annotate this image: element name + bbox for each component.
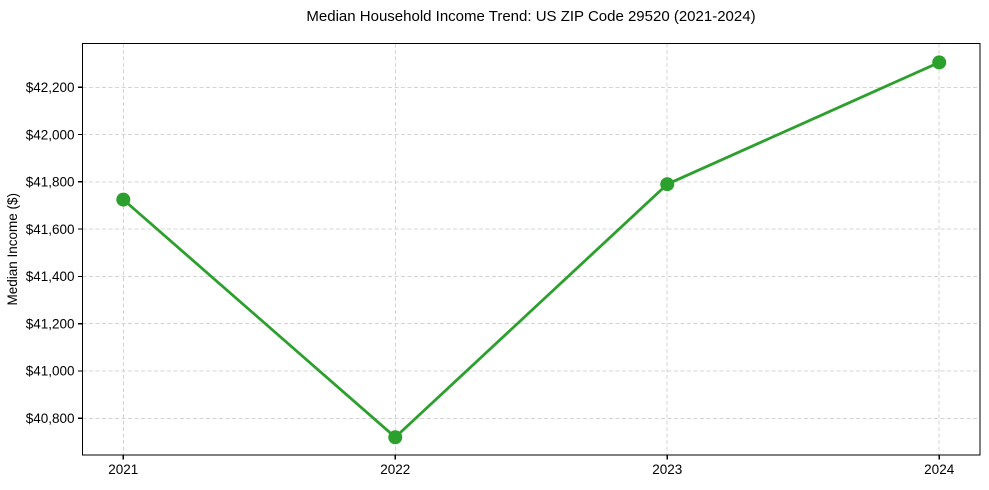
plot-border [81,42,981,456]
y-tick-label: $41,600 [26,222,75,237]
data-point-marker [388,430,403,445]
y-tick-label: $41,200 [26,316,75,331]
x-tick-label: 2024 [924,462,955,477]
y-tick-label: $42,200 [26,80,75,95]
data-line [121,61,941,439]
y-tick-label: $41,000 [26,364,75,379]
x-tick-label: 2022 [380,462,410,477]
data-point-marker [932,55,947,70]
data-point-marker [660,177,675,192]
y-tick-label: $41,400 [26,269,75,284]
y-tick-label: $40,800 [26,411,75,426]
x-tick-label: 2023 [652,462,682,477]
y-tick-label: $42,000 [26,127,75,142]
x-tick-label: 2021 [108,462,138,477]
chart-title: Median Household Income Trend: US ZIP Co… [306,8,756,25]
y-axis-label: Median Income ($) [5,193,20,306]
data-point-marker [116,192,131,207]
y-tick-label: $41,800 [26,175,75,190]
